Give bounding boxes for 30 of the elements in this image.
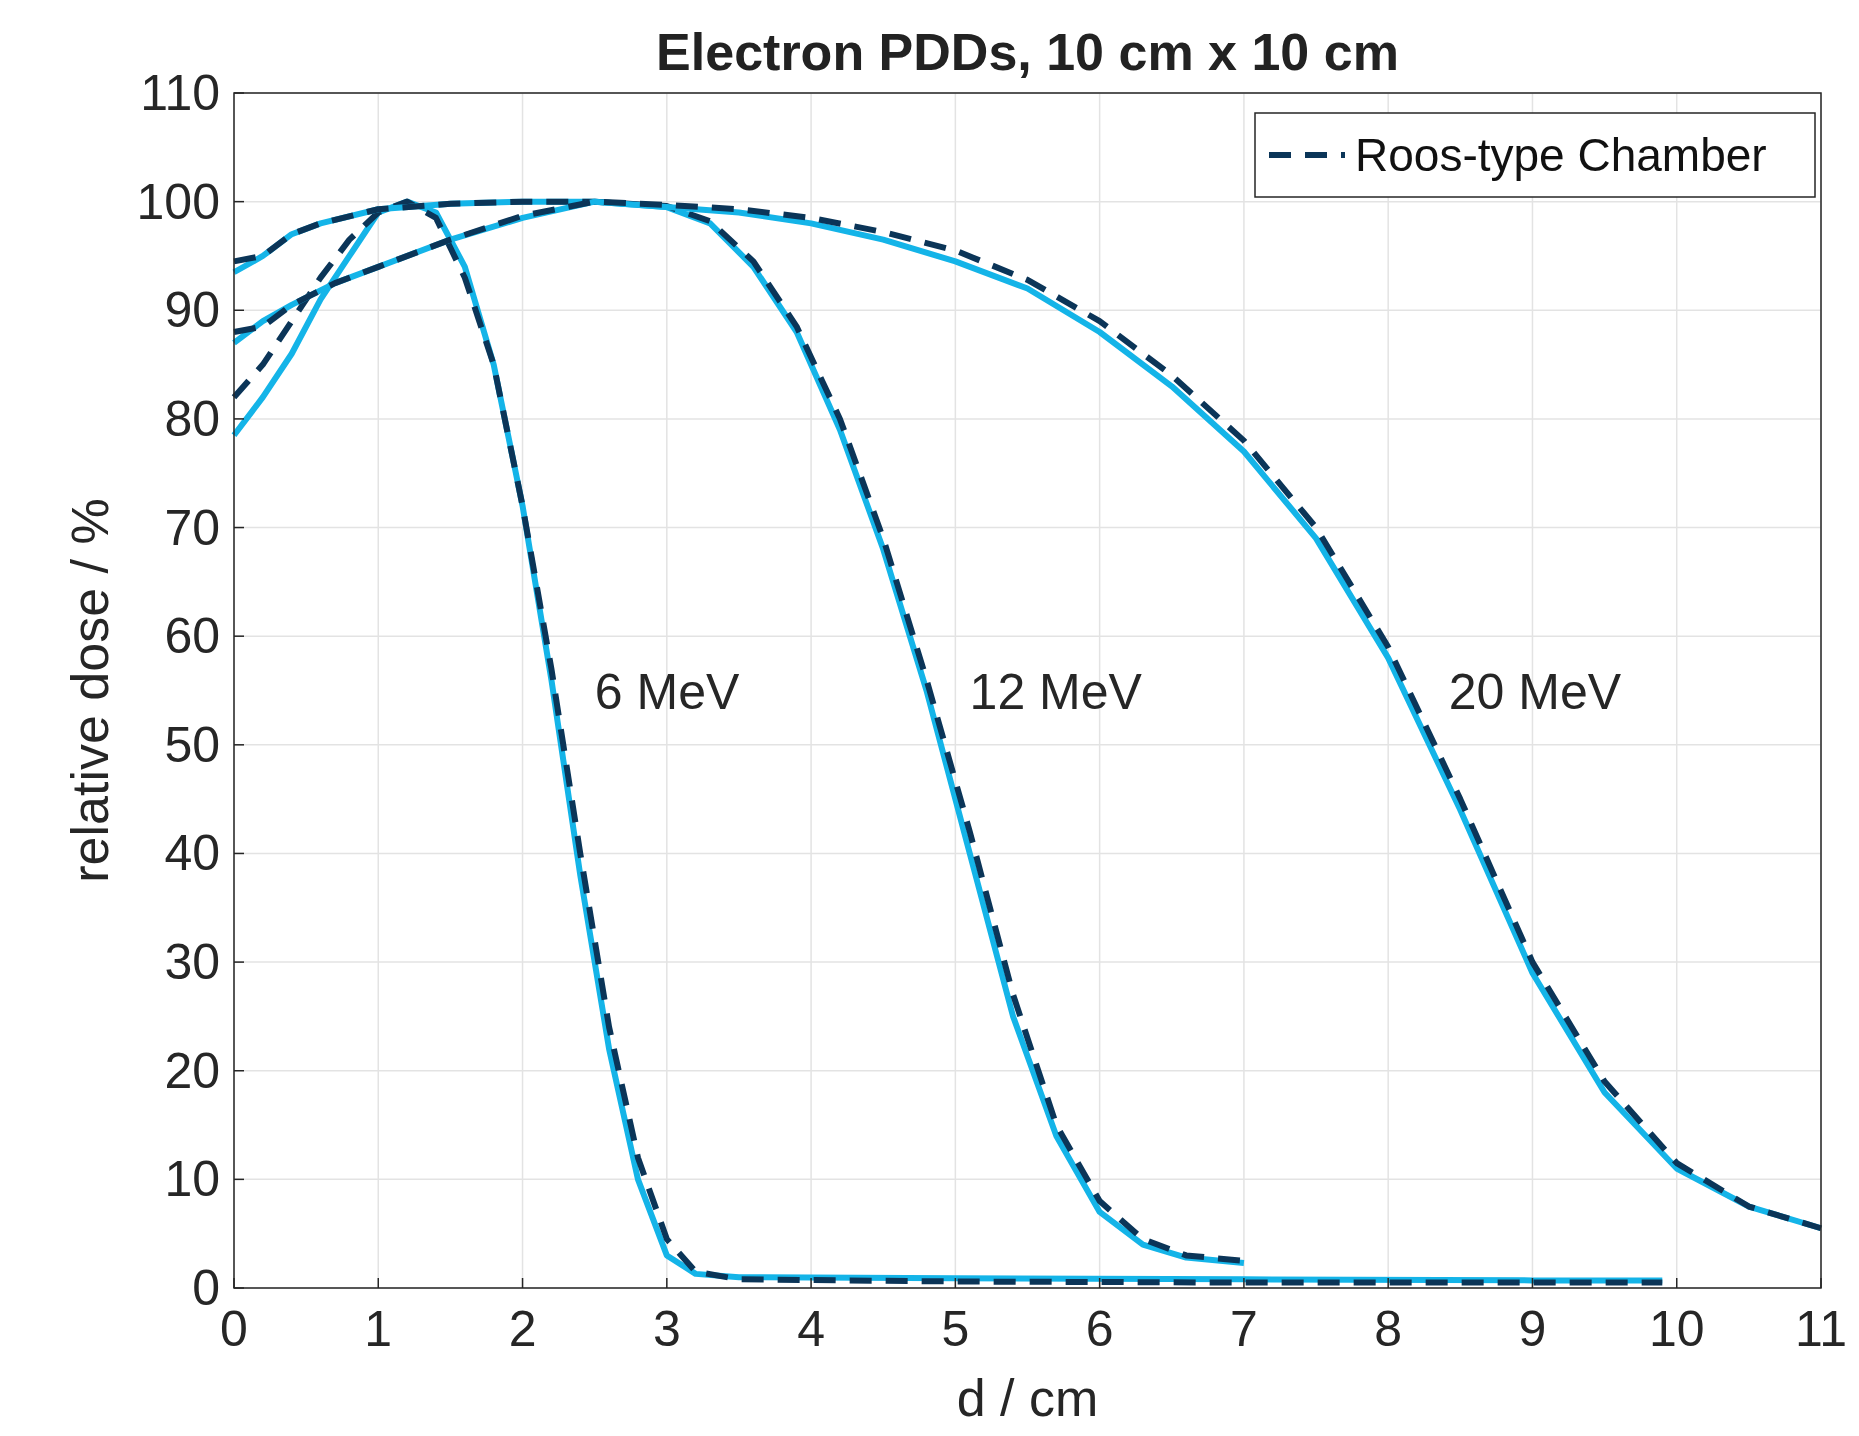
y-tick-label: 50 bbox=[164, 716, 220, 773]
annotation: 12 MeV bbox=[969, 663, 1143, 720]
legend-label: Roos-type Chamber bbox=[1355, 129, 1767, 181]
x-tick-label: 9 bbox=[1518, 1301, 1547, 1357]
x-tick-label: 10 bbox=[1648, 1301, 1705, 1357]
x-axis-title: d / cm bbox=[956, 1369, 1099, 1427]
y-tick-label: 90 bbox=[164, 282, 220, 339]
x-tick-label: 5 bbox=[941, 1301, 970, 1357]
y-tick-label: 10 bbox=[164, 1151, 220, 1208]
x-tick-label: 3 bbox=[652, 1301, 681, 1357]
y-axis-title: relative dose / % bbox=[61, 498, 119, 883]
y-tick-label: 40 bbox=[164, 825, 220, 882]
x-tick-label: 8 bbox=[1374, 1301, 1403, 1357]
chart-title: Electron PDDs, 10 cm x 10 cm bbox=[656, 23, 1399, 81]
x-tick-label: 4 bbox=[797, 1301, 825, 1357]
x-tick-label: 6 bbox=[1085, 1301, 1114, 1357]
y-tick-label: 80 bbox=[164, 390, 220, 447]
x-tick-label: 2 bbox=[508, 1301, 537, 1357]
y-tick-label: 0 bbox=[192, 1260, 220, 1316]
y-tick-label: 20 bbox=[164, 1042, 220, 1099]
annotation: 6 MeV bbox=[594, 663, 740, 720]
x-tick-label: 11 bbox=[1795, 1301, 1847, 1357]
y-tick-label: 100 bbox=[136, 173, 220, 230]
y-tick-label: 110 bbox=[140, 65, 220, 121]
annotation: 20 MeV bbox=[1448, 663, 1622, 720]
x-tick-label: 1 bbox=[364, 1301, 393, 1357]
x-tick-label: 7 bbox=[1230, 1301, 1258, 1357]
y-tick-label: 70 bbox=[164, 499, 220, 556]
y-tick-label: 60 bbox=[164, 608, 220, 665]
y-tick-label: 30 bbox=[164, 934, 220, 991]
